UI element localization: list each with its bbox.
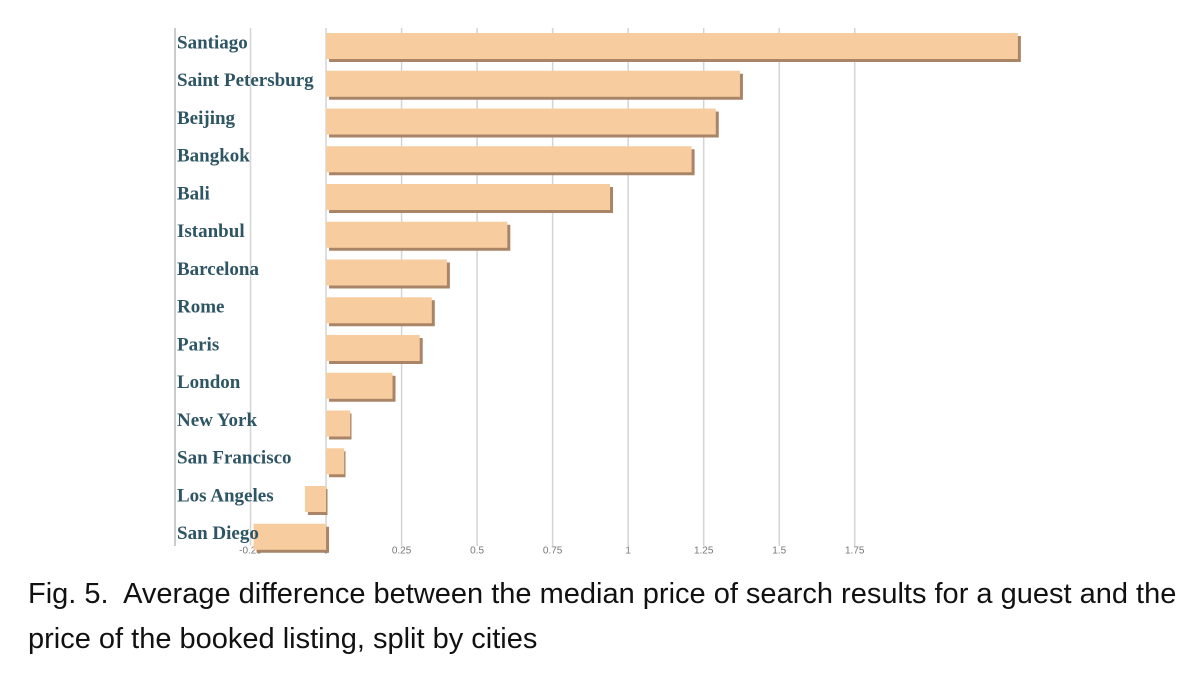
bar: [326, 184, 611, 210]
category-label: Bali: [177, 183, 210, 204]
category-label: Bangkok: [177, 146, 250, 167]
x-tick-label: -0.25: [239, 546, 262, 557]
bar: [253, 523, 327, 550]
bar: [326, 259, 447, 286]
x-tick-label: 1: [625, 546, 631, 557]
bar: [326, 448, 345, 475]
category-label: London: [177, 372, 241, 393]
category-label: Paris: [177, 334, 219, 355]
x-tick-label: 0: [323, 546, 329, 557]
category-label: Saint Petersburg: [177, 70, 314, 91]
category-label: San Diego: [177, 523, 259, 544]
bar: [304, 486, 327, 512]
category-label: Barcelona: [177, 259, 259, 280]
bar: [326, 146, 692, 173]
bar: [326, 297, 432, 324]
bar: [326, 108, 716, 135]
x-tick-label: 1.5: [772, 546, 786, 557]
bar: [326, 221, 508, 248]
bar: [326, 70, 740, 97]
bar: [326, 33, 1018, 59]
category-label: San Francisco: [177, 448, 292, 469]
x-tick-label: 0.5: [470, 546, 484, 557]
category-label: Los Angeles: [177, 485, 274, 506]
x-tick-label: 1.25: [694, 546, 714, 557]
category-label: Beijing: [177, 108, 236, 129]
x-tick-label: 1.75: [845, 546, 865, 557]
bar: [326, 372, 393, 399]
x-tick-label: 0.75: [543, 546, 563, 557]
figure-caption: Fig. 5. Average difference between the m…: [28, 578, 1185, 655]
bar: [326, 410, 351, 437]
category-label: Istanbul: [177, 221, 245, 242]
x-tick-label: 0.25: [392, 546, 412, 557]
chart: -0.25 0 0.25 0.5 0.75 1 1.25 1.5 1.75 Santiago Sai…: [174, 28, 1018, 557]
category-label: New York: [177, 410, 257, 431]
category-label: Santiago: [177, 32, 248, 53]
category-label: Rome: [177, 297, 224, 318]
bar: [326, 335, 420, 361]
